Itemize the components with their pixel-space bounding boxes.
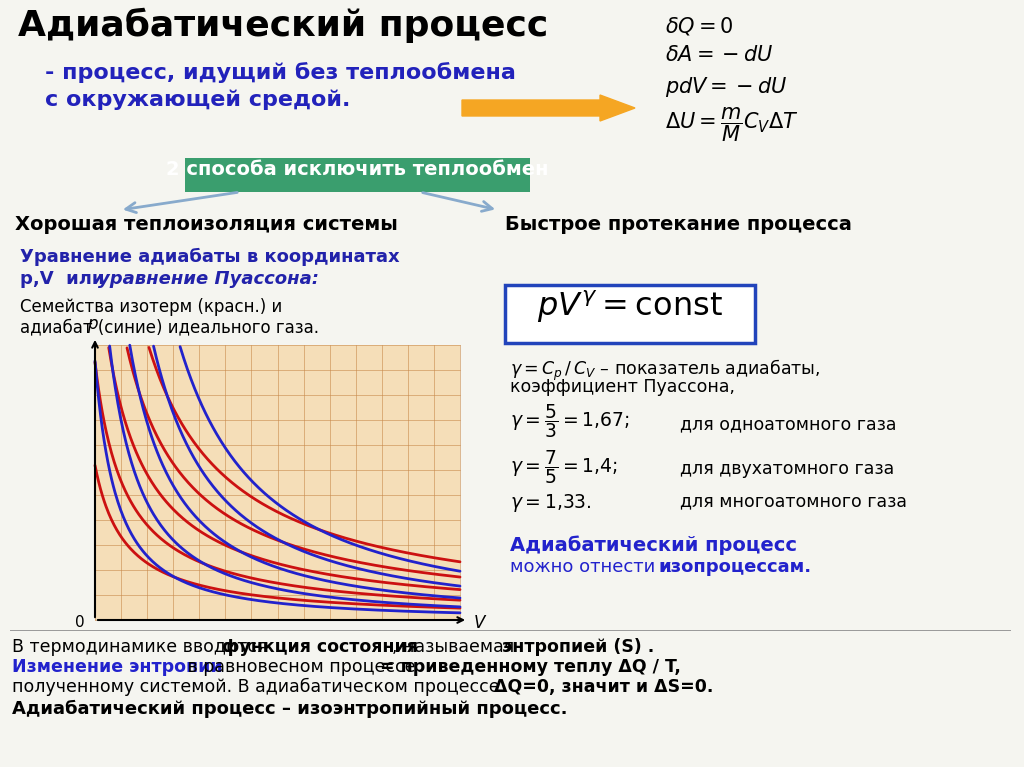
Polygon shape: [462, 95, 635, 121]
Text: = приведенному теплу ΔQ / T,: = приведенному теплу ΔQ / T,: [380, 658, 681, 676]
Text: уравнение Пуассона:: уравнение Пуассона:: [98, 270, 319, 288]
Text: можно отнести к: можно отнести к: [510, 558, 678, 576]
Text: для одноатомного газа: для одноатомного газа: [680, 415, 896, 433]
Text: Уравнение адиабаты в координатах: Уравнение адиабаты в координатах: [20, 248, 399, 266]
Text: - процесс, идущий без теплообмена: - процесс, идущий без теплообмена: [45, 62, 516, 83]
Text: p: p: [87, 315, 97, 333]
FancyBboxPatch shape: [505, 285, 755, 343]
Text: полученному системой. В адиабатическом процессе: полученному системой. В адиабатическом п…: [12, 678, 505, 696]
Text: $\delta A = -dU$: $\delta A = -dU$: [665, 45, 773, 65]
Text: 2 способа исключить теплообмен: 2 способа исключить теплообмен: [166, 160, 549, 179]
Text: , называемая: , называемая: [392, 638, 520, 656]
Text: Быстрое протекание процесса: Быстрое протекание процесса: [505, 215, 852, 234]
Text: коэффициент Пуассона,: коэффициент Пуассона,: [510, 378, 735, 396]
Text: $pV^{\gamma} = \mathrm{const}$: $pV^{\gamma} = \mathrm{const}$: [538, 289, 723, 325]
Text: Семейства изотерм (красн.) и: Семейства изотерм (красн.) и: [20, 298, 283, 316]
Text: для двухатомного газа: для двухатомного газа: [680, 460, 894, 478]
Text: $pdV = -dU$: $pdV = -dU$: [665, 75, 787, 99]
FancyBboxPatch shape: [185, 158, 530, 192]
Text: 0: 0: [76, 615, 85, 630]
Text: V: V: [474, 614, 485, 632]
Text: с окружающей средой.: с окружающей средой.: [45, 90, 350, 110]
Text: p,V  или: p,V или: [20, 270, 111, 288]
Text: изопроцессам.: изопроцессам.: [658, 558, 811, 576]
Bar: [95, 345, 460, 620]
Text: для многоатомного газа: для многоатомного газа: [680, 492, 907, 510]
Text: В термодинамике вводится: В термодинамике вводится: [12, 638, 273, 656]
Text: Хорошая теплоизоляция системы: Хорошая теплоизоляция системы: [15, 215, 398, 234]
Text: $\gamma = 1{,}33.$: $\gamma = 1{,}33.$: [510, 492, 592, 514]
Text: $\Delta U = \dfrac{m}{M}C_V\Delta T$: $\Delta U = \dfrac{m}{M}C_V\Delta T$: [665, 105, 799, 143]
Text: адиабат (синие) идеального газа.: адиабат (синие) идеального газа.: [20, 318, 319, 336]
Text: в равновесном процессе: в равновесном процессе: [182, 658, 421, 676]
Text: $\delta Q = 0$: $\delta Q = 0$: [665, 15, 734, 37]
Text: Адиабатический процесс: Адиабатический процесс: [18, 8, 548, 43]
Text: Изменение энтропии: Изменение энтропии: [12, 658, 222, 676]
Text: $\gamma = C_p\,/\,C_V$ – показатель адиабаты,: $\gamma = C_p\,/\,C_V$ – показатель адиа…: [510, 358, 820, 384]
Text: Адиабатический процесс: Адиабатический процесс: [510, 535, 797, 555]
Text: $\gamma = \dfrac{5}{3} = 1{,}67;$: $\gamma = \dfrac{5}{3} = 1{,}67;$: [510, 402, 630, 439]
Text: Адиабатический процесс – изоэнтропийный процесс.: Адиабатический процесс – изоэнтропийный …: [12, 700, 567, 718]
Text: $\gamma = \dfrac{7}{5} = 1{,}4;$: $\gamma = \dfrac{7}{5} = 1{,}4;$: [510, 448, 617, 486]
Text: энтропией (S) .: энтропией (S) .: [502, 638, 654, 656]
Text: функция состояния: функция состояния: [222, 638, 418, 656]
Text: ΔQ=0, значит и ΔS=0.: ΔQ=0, значит и ΔS=0.: [494, 678, 714, 696]
